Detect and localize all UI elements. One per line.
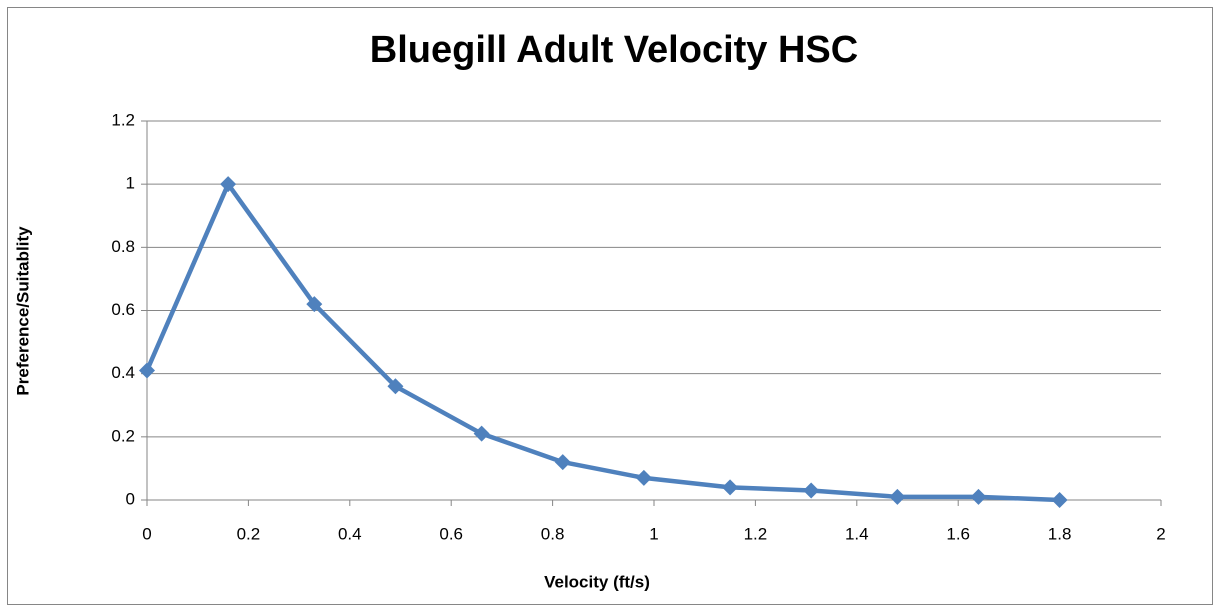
x-tick-label: 0.4 bbox=[338, 524, 362, 543]
series-line bbox=[144, 181, 1060, 503]
x-tick-label: 2 bbox=[1156, 524, 1165, 543]
x-axis-title: Velocity (ft/s) bbox=[544, 572, 650, 591]
data-marker bbox=[1051, 492, 1068, 508]
x-tick-label: 1.4 bbox=[845, 524, 869, 543]
y-tick-label: 0.2 bbox=[111, 426, 135, 445]
y-tick-label: 0.4 bbox=[111, 363, 135, 382]
data-marker bbox=[306, 296, 323, 313]
data-marker bbox=[473, 425, 490, 442]
chart-title: Bluegill Adult Velocity HSC bbox=[370, 29, 858, 71]
x-tick-label: 0.6 bbox=[439, 524, 463, 543]
y-tick-label: 1 bbox=[126, 174, 135, 193]
data-marker bbox=[889, 488, 906, 505]
data-marker bbox=[722, 479, 739, 496]
y-axis-title: Preference/Suitablity bbox=[13, 226, 32, 396]
data-marker bbox=[803, 482, 820, 499]
y-tick-label: 1.2 bbox=[111, 110, 135, 129]
data-marker bbox=[970, 488, 987, 505]
data-marker bbox=[635, 469, 652, 486]
y-tick-label: 0.8 bbox=[111, 237, 135, 256]
x-tick-label: 0.2 bbox=[237, 524, 261, 543]
y-tick-label: 0 bbox=[126, 489, 135, 508]
x-tick-label: 1 bbox=[649, 524, 658, 543]
data-marker bbox=[139, 362, 155, 379]
x-tick-label: 1.2 bbox=[744, 524, 768, 543]
x-tick-label: 0 bbox=[142, 524, 151, 543]
x-tick-label: 1.8 bbox=[1048, 524, 1072, 543]
data-marker bbox=[220, 176, 237, 193]
data-marker bbox=[387, 378, 404, 395]
y-tick-label: 0.6 bbox=[111, 300, 135, 319]
x-tick-label: 0.8 bbox=[541, 524, 565, 543]
data-marker bbox=[554, 454, 571, 471]
chart-border bbox=[7, 7, 1213, 605]
x-tick-label: 1.6 bbox=[946, 524, 970, 543]
